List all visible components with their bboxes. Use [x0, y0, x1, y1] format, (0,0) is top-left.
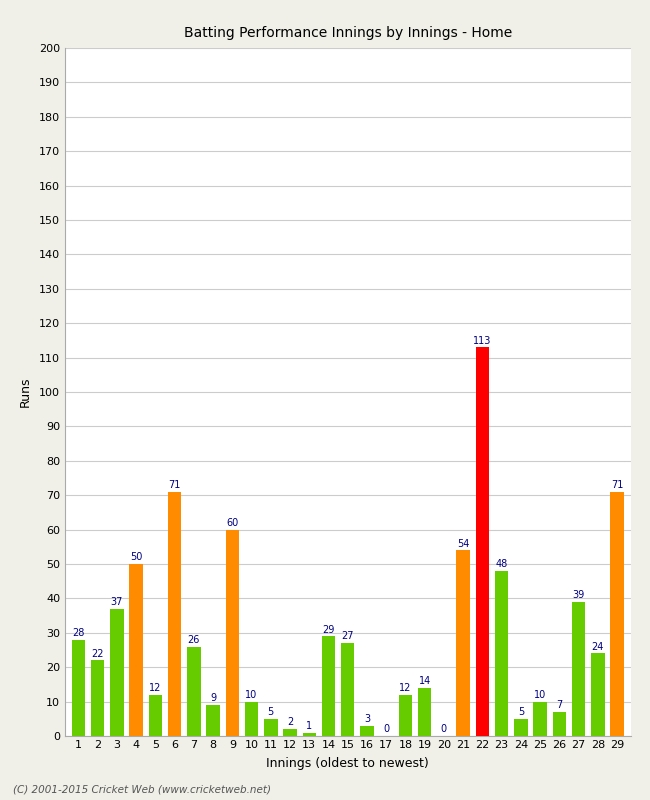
- Bar: [591, 654, 604, 736]
- Text: 9: 9: [210, 694, 216, 703]
- Text: 0: 0: [441, 724, 447, 734]
- Text: 48: 48: [495, 559, 508, 569]
- Bar: [610, 492, 624, 736]
- Text: 37: 37: [111, 597, 123, 607]
- Bar: [187, 646, 201, 736]
- Bar: [476, 347, 489, 736]
- Bar: [226, 530, 239, 736]
- Text: 10: 10: [534, 690, 546, 700]
- Text: 10: 10: [246, 690, 257, 700]
- Bar: [418, 688, 432, 736]
- Text: 29: 29: [322, 625, 335, 634]
- Text: 14: 14: [419, 676, 431, 686]
- Bar: [456, 550, 470, 736]
- Bar: [552, 712, 566, 736]
- Text: 71: 71: [611, 480, 623, 490]
- Bar: [264, 719, 278, 736]
- Bar: [341, 643, 354, 736]
- Text: 54: 54: [457, 538, 469, 549]
- Text: 12: 12: [150, 683, 162, 693]
- Bar: [168, 492, 181, 736]
- Bar: [572, 602, 585, 736]
- Bar: [129, 564, 143, 736]
- Text: 7: 7: [556, 700, 562, 710]
- Text: 60: 60: [226, 518, 239, 528]
- Text: 12: 12: [399, 683, 411, 693]
- Text: 113: 113: [473, 335, 491, 346]
- Text: 2: 2: [287, 718, 293, 727]
- Bar: [91, 660, 105, 736]
- Bar: [207, 705, 220, 736]
- Bar: [534, 702, 547, 736]
- Bar: [245, 702, 258, 736]
- Text: 39: 39: [573, 590, 585, 600]
- Text: 0: 0: [383, 724, 389, 734]
- Bar: [283, 729, 297, 736]
- Title: Batting Performance Innings by Innings - Home: Batting Performance Innings by Innings -…: [183, 26, 512, 40]
- X-axis label: Innings (oldest to newest): Innings (oldest to newest): [266, 757, 429, 770]
- Text: 22: 22: [92, 649, 104, 658]
- Y-axis label: Runs: Runs: [19, 377, 32, 407]
- Bar: [111, 609, 124, 736]
- Bar: [514, 719, 528, 736]
- Bar: [302, 733, 316, 736]
- Bar: [398, 694, 412, 736]
- Bar: [360, 726, 374, 736]
- Bar: [495, 571, 508, 736]
- Text: (C) 2001-2015 Cricket Web (www.cricketweb.net): (C) 2001-2015 Cricket Web (www.cricketwe…: [13, 784, 271, 794]
- Text: 5: 5: [268, 707, 274, 717]
- Text: 5: 5: [518, 707, 524, 717]
- Text: 24: 24: [592, 642, 604, 652]
- Text: 1: 1: [306, 721, 313, 731]
- Bar: [72, 640, 85, 736]
- Text: 26: 26: [188, 635, 200, 645]
- Text: 71: 71: [168, 480, 181, 490]
- Bar: [149, 694, 162, 736]
- Text: 50: 50: [130, 552, 142, 562]
- Text: 28: 28: [72, 628, 84, 638]
- Text: 3: 3: [364, 714, 370, 724]
- Text: 27: 27: [341, 631, 354, 642]
- Bar: [322, 636, 335, 736]
